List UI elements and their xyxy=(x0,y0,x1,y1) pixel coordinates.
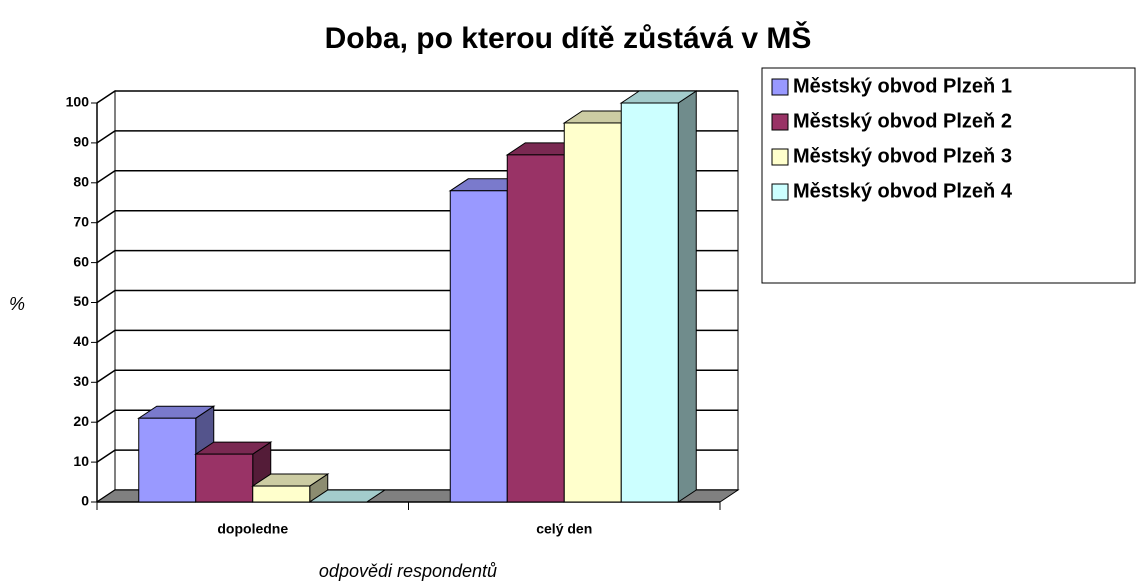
bar-side xyxy=(677,90,697,503)
bar-top xyxy=(308,489,387,503)
bar xyxy=(563,122,622,503)
legend-swatch xyxy=(771,78,789,96)
y-tick-label: 30 xyxy=(73,373,89,389)
y-tick-label: 20 xyxy=(73,413,89,429)
bar xyxy=(449,190,508,503)
legend-label: Městský obvod Plzeň 4 xyxy=(793,180,1013,202)
y-tick-label: 50 xyxy=(73,293,89,309)
legend-label: Městský obvod Plzeň 2 xyxy=(793,110,1012,132)
bar xyxy=(506,154,565,503)
legend-box xyxy=(761,67,1136,284)
legend-label: Městský obvod Plzeň 3 xyxy=(793,145,1012,167)
x-tick-label: dopoledne xyxy=(217,521,288,537)
y-tick-label: 70 xyxy=(73,213,89,229)
bar xyxy=(138,417,197,503)
y-tick-label: 90 xyxy=(73,134,89,150)
grid-line xyxy=(96,130,738,144)
bar xyxy=(620,102,679,503)
y-axis-label: % xyxy=(9,294,25,314)
legend-swatch xyxy=(771,183,789,201)
legend-label: Městský obvod Plzeň 1 xyxy=(793,75,1012,97)
y-tick-label: 0 xyxy=(81,493,89,509)
chart-title: Doba, po kterou dítě zůstává v MŠ xyxy=(325,21,812,55)
grid-line xyxy=(96,90,738,104)
y-tick-label: 40 xyxy=(73,333,89,349)
bar xyxy=(252,485,311,503)
legend-swatch xyxy=(771,148,789,166)
x-axis-label: odpovědi respondentů xyxy=(319,561,497,581)
y-tick-label: 80 xyxy=(73,174,89,190)
legend-swatch xyxy=(771,113,789,131)
bar xyxy=(195,453,254,503)
x-tick-label: celý den xyxy=(536,521,592,537)
y-tick-label: 100 xyxy=(66,94,90,110)
y-tick-label: 10 xyxy=(73,453,89,469)
y-tick-label: 60 xyxy=(73,253,89,269)
